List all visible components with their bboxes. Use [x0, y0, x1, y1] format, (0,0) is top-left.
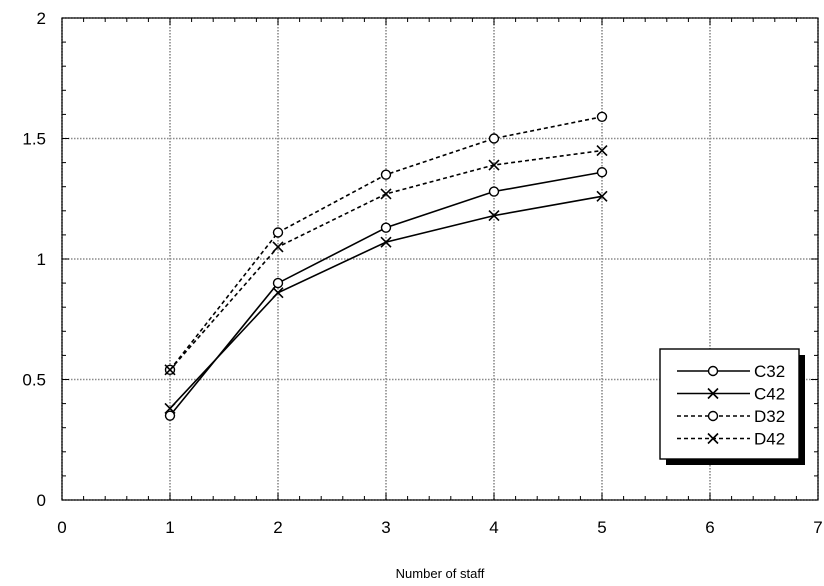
series-c32	[164, 167, 608, 421]
series-layer	[164, 111, 608, 421]
plot-area-frame	[61, 17, 819, 501]
data-point-d42	[272, 241, 284, 253]
y-tick-label: 2	[37, 9, 46, 28]
x-tick-label: 1	[165, 518, 174, 537]
legend-label-c32: C32	[754, 362, 785, 381]
x-tick-label: 2	[273, 518, 282, 537]
y-tick-label: 0.5	[22, 371, 46, 390]
data-point-c32	[488, 186, 500, 197]
legend-label-c42: C42	[754, 385, 785, 404]
x-axis-tick-labels: 0 1 2 3 4 5 6 7	[57, 518, 822, 537]
y-tick-label: 1	[37, 250, 46, 269]
x-tick-label: 7	[813, 518, 822, 537]
y-axis-tick-labels: 0 0.5 1 1.5 2	[22, 9, 46, 510]
legend-marker-c32	[707, 365, 719, 377]
data-point-c42	[596, 190, 608, 202]
x-tick-label: 3	[381, 518, 390, 537]
data-point-c32	[380, 222, 392, 233]
x-axis-label: Number of staff	[396, 566, 485, 581]
legend-marker-d32	[707, 410, 719, 422]
series-c42	[164, 190, 608, 414]
data-point-c32	[164, 410, 176, 421]
data-point-d32	[488, 133, 500, 144]
data-point-d32	[380, 169, 392, 180]
data-point-d42	[164, 364, 176, 376]
y-tick-label: 1.5	[22, 130, 46, 149]
data-point-c32	[596, 167, 608, 178]
data-point-c42	[272, 287, 284, 299]
series-d42	[164, 144, 608, 376]
legend-label-d32: D32	[754, 407, 785, 426]
x-tick-label: 5	[597, 518, 606, 537]
data-point-c42	[380, 236, 392, 248]
y-tick-label: 0	[37, 491, 46, 510]
data-point-d42	[380, 188, 392, 200]
minor-tick-marks	[61, 17, 819, 501]
x-tick-label: 0	[57, 518, 66, 537]
data-point-d42	[488, 159, 500, 171]
x-tick-label: 6	[705, 518, 714, 537]
legend-label-d42: D42	[754, 430, 785, 449]
data-point-c32	[272, 277, 284, 289]
legend-marker-c42	[707, 387, 719, 400]
data-point-d32	[272, 227, 284, 238]
data-point-d32	[596, 111, 608, 123]
data-point-c42	[164, 402, 176, 414]
legend-box	[659, 348, 800, 460]
data-point-d42	[596, 144, 608, 157]
data-point-c42	[488, 210, 500, 222]
legend-marker-d42	[707, 432, 719, 445]
legend: C32 C42 D32 D42	[659, 348, 805, 465]
x-tick-label: 4	[489, 518, 498, 537]
